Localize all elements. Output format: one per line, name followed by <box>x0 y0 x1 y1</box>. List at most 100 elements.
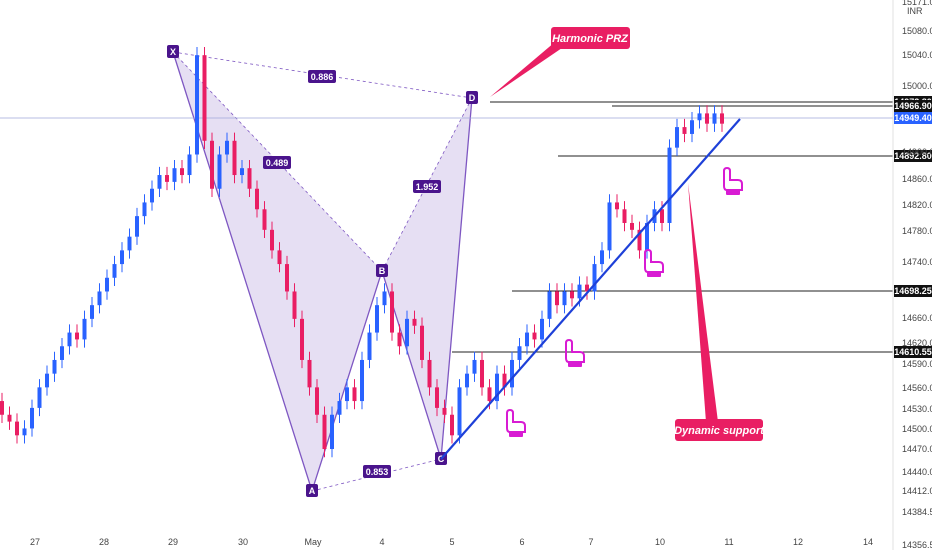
time-tick-label: 6 <box>519 537 524 547</box>
time-tick-label: 10 <box>655 537 665 547</box>
candle-body <box>262 209 267 230</box>
ratio-label-box <box>413 180 441 193</box>
candle-body <box>457 387 462 436</box>
pointer-hand-icon <box>506 408 526 437</box>
candle-body <box>690 120 694 134</box>
candle-body <box>322 414 327 449</box>
callout-pointer <box>688 183 718 422</box>
callout-pointer <box>490 42 562 97</box>
horizontal-levels: 14973.8014966.9014949.4014892.8014698.25… <box>0 96 932 358</box>
candle-body <box>480 359 484 388</box>
price-tick-label: 14900.00 <box>902 147 932 157</box>
candlesticks <box>0 46 724 458</box>
ratio-label-box <box>308 70 336 83</box>
time-tick-label: 28 <box>99 537 109 547</box>
candle-body <box>510 359 514 388</box>
candle-body <box>367 332 372 360</box>
candle-body <box>202 55 207 141</box>
price-tick-label: 14384.50 <box>902 507 932 517</box>
pointer-hand-cuff <box>647 272 661 277</box>
time-tick-label: 4 <box>379 537 384 547</box>
price-tick-label: 15000.00 <box>902 81 932 91</box>
time-tick-label: 30 <box>238 537 248 547</box>
price-tick-label: 14660.00 <box>902 313 932 323</box>
pattern-point-label: D <box>469 93 476 103</box>
harmonic-prz-callout-label: Harmonic PRZ <box>552 33 629 45</box>
candle-body <box>412 318 417 326</box>
pattern-point-label: X <box>170 47 176 57</box>
price-tick-label: 15171.00 <box>902 0 932 7</box>
candle-body <box>532 332 537 340</box>
candle-body <box>712 113 717 124</box>
candle-body <box>435 387 439 408</box>
callouts: Harmonic PRZ Dynamic support <box>490 27 765 441</box>
time-tick-label: 14 <box>863 537 873 547</box>
time-tick-label: 11 <box>724 537 733 547</box>
candle-body <box>105 277 109 292</box>
candle-body <box>255 188 259 210</box>
candle-body <box>570 291 574 299</box>
ratio-label: 0.886 <box>311 72 334 82</box>
candle-body <box>180 168 184 176</box>
ratio-label: 1.952 <box>416 182 439 192</box>
price-tick-label: 14530.00 <box>902 404 932 414</box>
time-axis: 27 28 29 30 May 4 5 6 7 10 11 12 14 <box>30 537 873 547</box>
pointer-hand-cuff <box>568 362 582 367</box>
candle-body <box>502 373 507 388</box>
candle-body <box>375 305 379 333</box>
candle-body <box>37 387 42 408</box>
price-tick-label: 14412.00 <box>902 486 932 496</box>
candle-body <box>585 284 589 292</box>
price-tick-label: 14440.00 <box>902 467 932 477</box>
candle-body <box>165 175 169 182</box>
price-level-label: 14949.40 <box>894 113 932 123</box>
candle-body <box>390 291 394 333</box>
time-tick-label: 12 <box>793 537 803 547</box>
time-tick-label: 5 <box>449 537 454 547</box>
pattern-point-box <box>376 264 388 277</box>
candle-body <box>120 250 124 265</box>
candle-body <box>562 291 567 306</box>
price-tick-label: 14470.00 <box>902 444 932 454</box>
time-tick-label: May <box>304 537 322 547</box>
candle-body <box>442 407 447 415</box>
candle-body <box>67 332 72 347</box>
candle-body <box>240 168 244 176</box>
pointer-hand-icon <box>644 248 664 277</box>
candle-body <box>540 318 544 340</box>
price-level-tag <box>894 346 932 358</box>
candle-body <box>135 216 139 237</box>
candle-body <box>555 291 559 306</box>
ratio-label-box <box>263 156 291 169</box>
price-tick-label: 14780.00 <box>902 226 932 236</box>
ratio-label-box <box>363 465 391 478</box>
candle-body <box>225 140 229 155</box>
candle-body <box>697 113 702 121</box>
candle-body <box>270 229 274 251</box>
candle-body <box>247 168 252 189</box>
price-tick-label: 14590.00 <box>902 359 932 369</box>
candle-body <box>720 113 724 124</box>
candle-body <box>667 147 672 223</box>
candle-body <box>300 318 304 360</box>
pointer-hand-shape <box>644 248 664 273</box>
pointer-hand-shape <box>723 166 743 191</box>
candle-body <box>150 188 154 203</box>
candle-body <box>675 127 679 148</box>
ratio-label: 0.853 <box>366 467 389 477</box>
candle-body <box>517 346 522 360</box>
candle-body <box>90 305 94 319</box>
price-axis: 15080.00 15040.00 15000.00 14900.00 14860.00… <box>892 0 932 550</box>
pattern-point-box <box>306 484 318 497</box>
candle-body <box>337 401 342 415</box>
candle-body <box>607 202 612 251</box>
harmonic-prz-callout-box <box>551 27 630 49</box>
candle-body <box>217 154 222 189</box>
candle-body <box>75 332 79 340</box>
candle-body <box>112 264 117 278</box>
candle-body <box>645 222 649 251</box>
candle-body <box>420 325 424 360</box>
